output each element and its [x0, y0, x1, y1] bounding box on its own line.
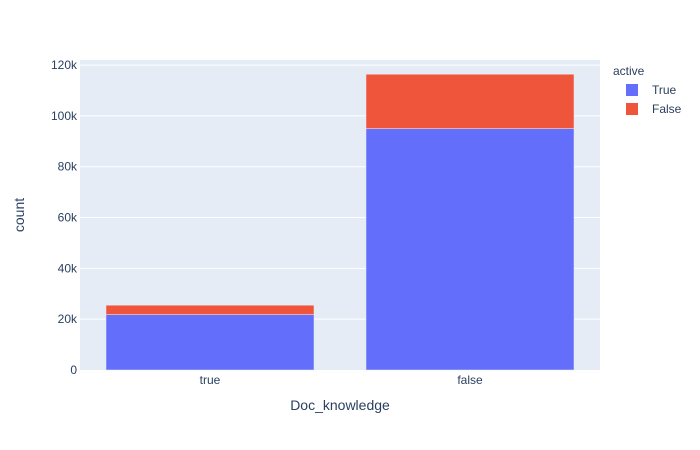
y-tick-label: 40k: [58, 261, 78, 275]
y-tick-label: 80k: [58, 160, 78, 174]
y-tick-label: 60k: [58, 211, 78, 225]
y-axis-ticks: 0 20k 40k 60k 80k 100k 120k: [51, 58, 78, 377]
bar-true-false[interactable]: [365, 128, 575, 371]
y-axis-title: count: [11, 198, 27, 232]
legend-swatch: [626, 103, 638, 115]
y-tick-label: 0: [70, 363, 77, 377]
bar-false-true[interactable]: [105, 304, 315, 315]
x-axis-ticks: true false: [200, 373, 483, 387]
legend-item-false[interactable]: False: [626, 102, 682, 116]
bars: [105, 73, 575, 371]
bar-false-false[interactable]: [365, 73, 575, 129]
legend[interactable]: active True False: [613, 64, 682, 116]
x-tick-label: true: [200, 373, 221, 387]
bar-true-true[interactable]: [105, 314, 315, 371]
x-tick-label: false: [457, 373, 483, 387]
y-tick-label: 120k: [51, 58, 78, 72]
legend-label: True: [652, 83, 677, 97]
legend-label: False: [652, 102, 682, 116]
legend-item-true[interactable]: True: [626, 83, 677, 97]
legend-swatch: [626, 84, 638, 96]
legend-title: active: [613, 64, 645, 78]
x-axis-title: Doc_knowledge: [290, 397, 390, 413]
y-tick-label: 20k: [58, 312, 78, 326]
y-tick-label: 100k: [51, 109, 78, 123]
